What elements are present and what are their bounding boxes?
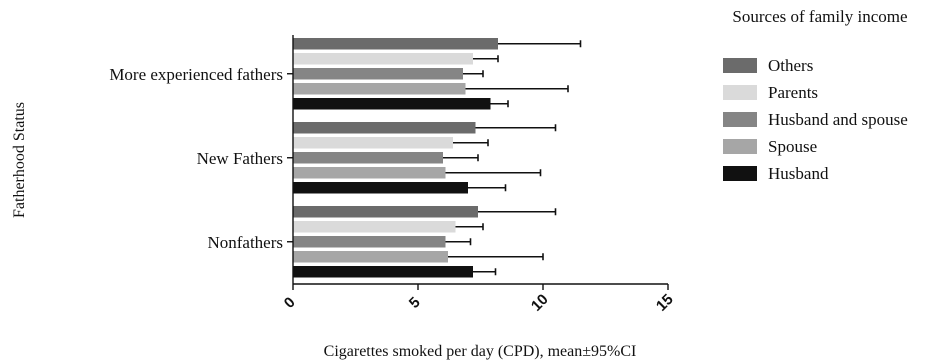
legend-swatch-1 <box>723 85 757 100</box>
x-tick-label-0: 0 <box>281 294 299 312</box>
legend-title: Sources of family income <box>732 7 907 26</box>
bar-parents-2 <box>293 221 456 233</box>
bar-parents-0 <box>293 53 473 65</box>
x-tick-label-2: 10 <box>528 291 552 315</box>
legend: Sources of family income Others Parents Hu… <box>723 7 908 183</box>
category-label-1: New Fathers <box>197 149 283 168</box>
bar-others-0 <box>293 38 498 50</box>
y-axis-title: Fatherhood Status <box>11 102 28 218</box>
bars-group <box>293 38 581 278</box>
legend-label-2: Husband and spouse <box>768 110 908 129</box>
bar-spouse-0 <box>293 83 466 95</box>
x-tick-label-1: 5 <box>406 294 424 312</box>
legend-swatch-0 <box>723 58 757 73</box>
legend-label-4: Husband <box>768 164 829 183</box>
category-label-2: Nonfathers <box>207 233 283 252</box>
category-label-0: More experienced fathers <box>109 65 283 84</box>
x-axis-title: Cigarettes smoked per day (CPD), mean±95… <box>324 343 637 360</box>
bar-husband-and-spouse-2 <box>293 236 446 248</box>
bar-husband-0 <box>293 98 491 110</box>
bar-husband-1 <box>293 182 468 194</box>
bar-others-2 <box>293 206 478 218</box>
legend-swatch-3 <box>723 139 757 154</box>
bar-husband-and-spouse-0 <box>293 68 463 80</box>
legend-label-1: Parents <box>768 83 818 102</box>
legend-swatch-4 <box>723 166 757 181</box>
bar-others-1 <box>293 122 476 134</box>
legend-label-0: Others <box>768 56 813 75</box>
bar-parents-1 <box>293 137 453 149</box>
bar-husband-and-spouse-1 <box>293 152 443 164</box>
x-tick-label-3: 15 <box>653 291 677 315</box>
bar-spouse-1 <box>293 167 446 179</box>
bar-spouse-2 <box>293 251 448 263</box>
legend-label-3: Spouse <box>768 137 817 156</box>
bar-husband-2 <box>293 266 473 278</box>
legend-swatch-2 <box>723 112 757 127</box>
